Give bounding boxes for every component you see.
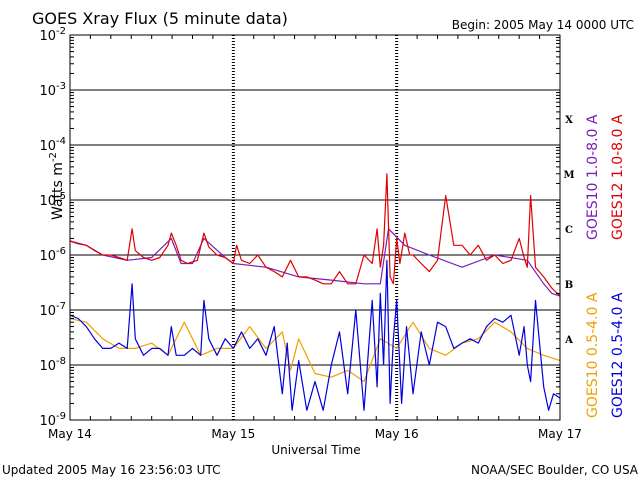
legend-entry-2: GOES10 0.5-4.0 A (585, 292, 601, 418)
begin-label: Begin: 2005 May 14 0000 UTC (452, 18, 634, 32)
x-tick-label: May 14 (48, 427, 92, 441)
series-line-1 (69, 173, 561, 297)
x-axis-ticks: May 14 May 15 May 16 May 17 (48, 35, 582, 441)
y-tick-label: 10-8 (39, 356, 66, 374)
legend-entry-0: GOES10 1.0-8.0 A (585, 114, 601, 240)
x-tick-label: May 16 (375, 427, 419, 441)
y-tick-label: 10-6 (39, 246, 66, 264)
y-tick-label: 10-9 (39, 411, 66, 429)
grid (70, 34, 560, 421)
y-tick-label: 10-5 (39, 191, 66, 209)
y-tick-label: 10-7 (39, 301, 66, 319)
flare-class-b: B (565, 280, 573, 291)
legend: GOES10 1.0-8.0 A GOES12 1.0-8.0 A GOES10 0… (585, 114, 626, 418)
series-line-2 (69, 317, 561, 383)
flare-class-c: C (565, 225, 573, 236)
y-axis-label: Watts m-2 (48, 152, 66, 220)
y-tick-label: 10-3 (39, 81, 66, 99)
y-tick-label: 10-2 (39, 26, 66, 44)
chart-title: GOES Xray Flux (5 minute data) (32, 9, 288, 28)
footer-source: NOAA/SEC Boulder, CO USA (471, 463, 639, 477)
series-line-3 (69, 259, 561, 411)
x-axis-label: Universal Time (271, 443, 360, 457)
flare-class-a: A (564, 335, 573, 346)
y-axis-label-sup: -2 (48, 152, 59, 162)
flare-class-labels: A B C M X (563, 115, 574, 346)
plot-frame (69, 34, 561, 421)
x-tick-label: May 17 (538, 427, 582, 441)
series-line-0 (69, 228, 561, 297)
series-layer (69, 173, 561, 411)
y-axis-ticks: 10-9 10-8 10-7 10-6 10-5 10-4 10-3 10-2 (39, 26, 560, 429)
flare-class-x: X (565, 115, 573, 126)
flare-class-m: M (563, 170, 574, 181)
legend-entry-1: GOES12 1.0-8.0 A (610, 114, 626, 240)
x-tick-label: May 15 (211, 427, 255, 441)
y-tick-label: 10-4 (39, 136, 66, 154)
footer-updated: Updated 2005 May 16 23:56:03 UTC (2, 463, 220, 477)
legend-entry-3: GOES12 0.5-4.0 A (610, 292, 626, 418)
